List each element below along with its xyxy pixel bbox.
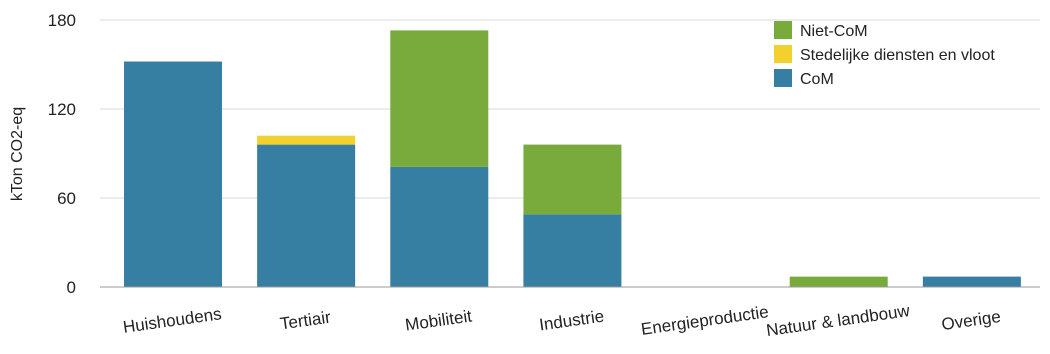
legend-label: CoM	[800, 71, 834, 88]
bar-segment	[922, 276, 1021, 287]
x-tick-label: Huishoudens	[122, 304, 223, 337]
legend-label: Stedelijke diensten en vloot	[800, 47, 995, 64]
y-tick-label: 60	[57, 189, 76, 208]
y-tick-label: 180	[48, 11, 76, 30]
x-tick-label: Energieproductie	[640, 302, 770, 339]
y-tick-label: 120	[48, 100, 76, 119]
x-tick-labels: Huishoudens Tertiair Mobiliteit Industrie En…	[122, 301, 1002, 340]
x-tick-label: Tertiair	[279, 308, 332, 334]
bar-segment	[390, 30, 489, 167]
x-tick-label: Mobiliteit	[404, 306, 473, 334]
legend-swatch	[774, 21, 792, 39]
y-tick-labels: 0 60 120 180	[48, 11, 76, 297]
x-tick-label: Overige	[940, 307, 1002, 334]
legend: Niet-CoM Stedelijke diensten en vloot CoM	[774, 21, 995, 88]
bar-segment	[523, 144, 622, 215]
legend-label: Niet-CoM	[800, 23, 868, 40]
legend-swatch	[774, 69, 792, 87]
bar-segment	[789, 276, 888, 287]
bar-segment	[124, 61, 222, 288]
bars	[124, 30, 1021, 288]
bar-segment	[523, 214, 622, 287]
bar-segment	[257, 135, 356, 145]
legend-swatch	[774, 45, 792, 63]
bar-segment	[257, 144, 356, 287]
bar-segment	[390, 166, 489, 287]
x-tick-label: Industrie	[538, 307, 605, 335]
x-tick-label: Natuur & landbouw	[765, 301, 912, 340]
y-axis-title: kTon CO2-eq	[9, 107, 26, 201]
y-tick-label: 0	[67, 278, 76, 297]
